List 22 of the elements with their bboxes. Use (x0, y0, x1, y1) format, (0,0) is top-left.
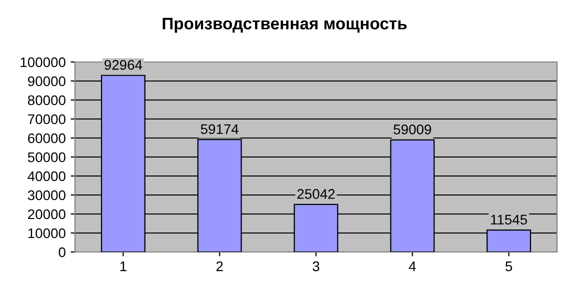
y-tick-label: 90000 (28, 76, 66, 86)
x-tick-label: 1 (120, 262, 126, 272)
data-label: 25042 (297, 189, 335, 199)
y-tick-label: 40000 (28, 171, 66, 182)
y-tick-label: 10000 (28, 228, 66, 238)
x-tick-label: 3 (312, 261, 320, 272)
data-label: 11545 (491, 214, 528, 225)
y-tick-label: 30000 (28, 190, 66, 200)
y-tick-label: 50000 (28, 152, 66, 162)
y-tick-label: 80000 (28, 95, 66, 106)
x-tick-label: 5 (505, 262, 512, 272)
y-tick-label: 70000 (28, 114, 66, 124)
y-tick-label: 20000 (28, 209, 66, 220)
y-tick-label: 100000 (20, 57, 66, 68)
y-tick-label: 60000 (28, 133, 66, 144)
data-label: 59009 (394, 124, 432, 134)
y-tick-label: 0 (58, 247, 66, 258)
x-tick-label: 4 (408, 262, 416, 272)
data-label: 92964 (104, 60, 142, 70)
chart-title: Производственная мощность (162, 18, 407, 33)
data-label: 59174 (200, 124, 239, 134)
x-tick-label: 2 (216, 261, 223, 272)
